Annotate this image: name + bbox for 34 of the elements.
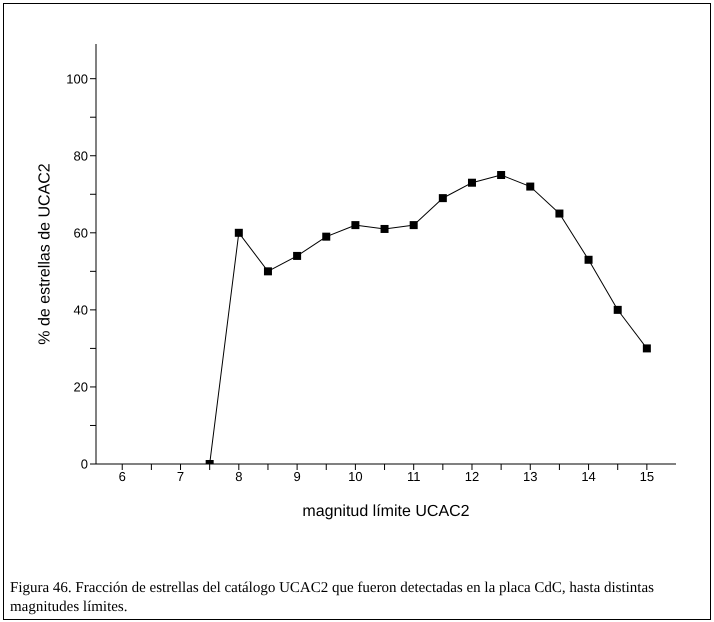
point <box>642 344 651 352</box>
point <box>614 306 622 314</box>
x-tick-label: 7 <box>176 469 184 484</box>
point <box>497 171 506 180</box>
point <box>293 252 302 260</box>
y-tick-label: 80 <box>74 148 88 164</box>
point <box>468 178 476 187</box>
x-tick-label: 8 <box>235 469 242 484</box>
y-tick-label: 40 <box>74 302 88 318</box>
x-tick-label: 10 <box>348 469 363 484</box>
x-axis-title: magnitud límite UCAC2 <box>302 503 470 520</box>
point <box>380 224 389 233</box>
x-tick-label: 11 <box>406 469 420 484</box>
point <box>526 182 534 191</box>
x-tick-label: 9 <box>293 469 301 484</box>
y-tick-label: 60 <box>74 225 88 240</box>
x-tick-label: 15 <box>640 469 654 484</box>
y-tick-label: 0 <box>80 456 88 472</box>
x-tick-label: 13 <box>523 469 538 484</box>
point <box>555 210 564 218</box>
point <box>438 194 447 202</box>
point <box>234 228 243 237</box>
y-axis-title: % de estrellas de UCAC2 <box>36 163 54 345</box>
y-tick-label: 20 <box>74 380 88 395</box>
point <box>584 256 593 264</box>
x-tick-label: 6 <box>118 469 126 484</box>
point <box>410 221 418 230</box>
y-tick-label: 100 <box>66 71 88 86</box>
point <box>351 221 360 230</box>
point <box>322 232 330 241</box>
x-tick-label: 12 <box>464 469 480 484</box>
text: Figura 46. Fracción de estrellas del catálogo UCAC2 que fueron detectadas en la placa CdC, hasta distintas magnitudes límites. <box>10 579 655 617</box>
x-tick-label: 14 <box>581 469 596 484</box>
point <box>264 267 272 276</box>
